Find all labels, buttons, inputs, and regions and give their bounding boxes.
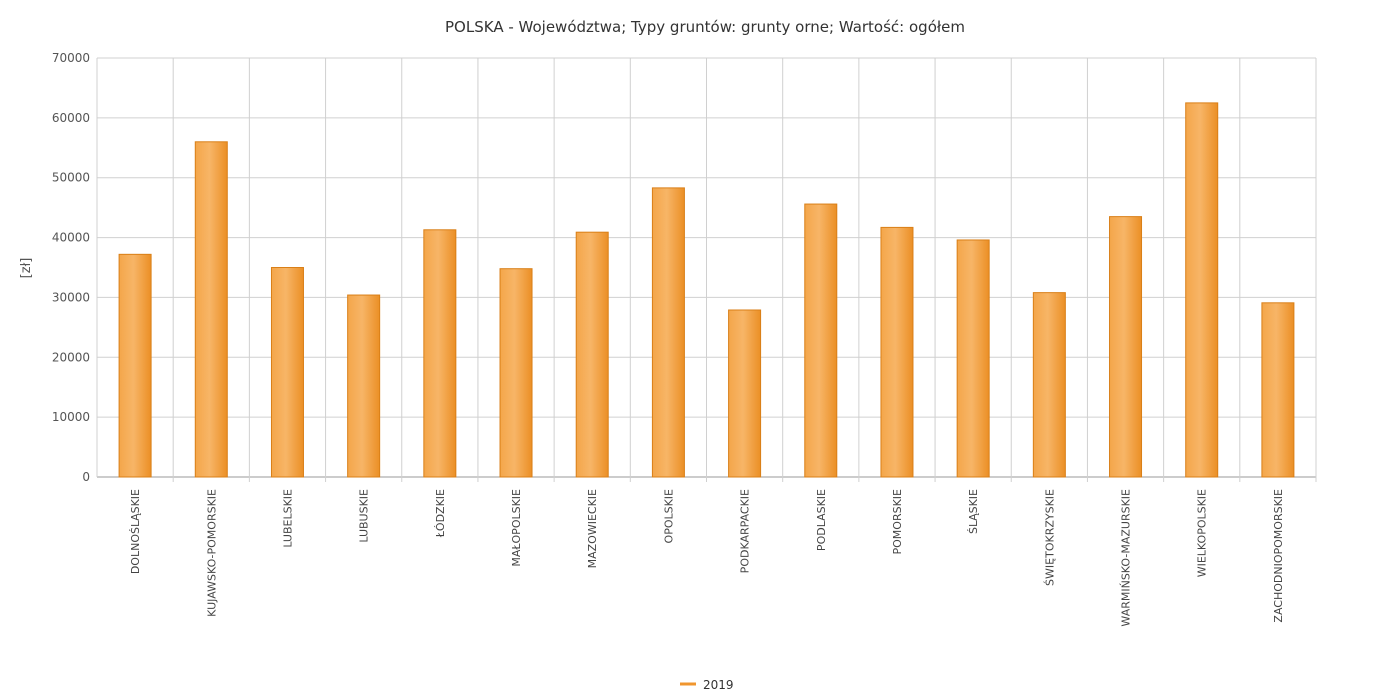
y-tick-label: 20000 bbox=[52, 350, 90, 364]
x-tick-label: OPOLSKIE bbox=[662, 489, 675, 544]
x-tick-label: LUBUSKIE bbox=[358, 489, 371, 543]
bar[interactable]: PODLASKIE: 45600 bbox=[804, 203, 838, 478]
x-tick-label: KUJAWSKO-POMORSKIE bbox=[205, 489, 218, 617]
x-tick-label: POMORSKIE bbox=[891, 489, 904, 555]
bar[interactable]: OPOLSKIE: 48300 bbox=[651, 187, 685, 478]
bar[interactable]: ZACHODNIOPOMORSKIE: 29100 bbox=[1261, 302, 1295, 478]
y-tick-label: 10000 bbox=[52, 410, 90, 424]
bar[interactable]: DOLNOŚLĄSKIE: 37200 bbox=[118, 253, 152, 478]
bar[interactable]: WARMIŃSKO-MAZURSKIE: 43500 bbox=[1109, 216, 1143, 478]
bar[interactable]: ŁÓDZKIE: 41300 bbox=[423, 229, 457, 478]
bar[interactable]: MAŁOPOLSKIE: 34800 bbox=[499, 268, 533, 478]
bar[interactable]: MAZOWIECKIE: 40900 bbox=[575, 231, 609, 478]
x-axis-ticks: DOLNOŚLĄSKIE KUJAWSKO-POMORSKIE LUBELSKIE L… bbox=[129, 489, 1285, 627]
y-axis-label: [zł] bbox=[19, 258, 34, 279]
legend[interactable]: 2019 bbox=[680, 678, 734, 692]
x-tick-label: WARMIŃSKO-MAZURSKIE bbox=[1120, 489, 1133, 627]
bar[interactable]: ŚLĄSKIE: 39600 bbox=[956, 239, 990, 478]
x-tick-label: ŁÓDZKIE bbox=[434, 489, 447, 538]
x-tick-label: PODKARPACKIE bbox=[739, 489, 752, 573]
bar[interactable]: PODKARPACKIE: 27900 bbox=[728, 309, 762, 478]
bar[interactable]: KUJAWSKO-POMORSKIE: 56000 bbox=[194, 141, 228, 478]
bars: DOLNOŚLĄSKIE: 37200 KUJAWSKO-POMORSKIE: 5… bbox=[118, 102, 1295, 478]
x-tick-label: MAŁOPOLSKIE bbox=[510, 489, 523, 567]
x-tick-label: ŚWIĘTOKRZYSKIE bbox=[1043, 489, 1056, 586]
y-tick-label: 40000 bbox=[52, 231, 90, 245]
x-tick-label: LUBELSKIE bbox=[281, 489, 294, 548]
grid-lines bbox=[96, 57, 1317, 482]
y-tick-label: 30000 bbox=[52, 290, 90, 304]
x-tick-label: ŚLĄSKIE bbox=[967, 489, 980, 534]
y-tick-label: 50000 bbox=[52, 171, 90, 185]
y-tick-label: 70000 bbox=[52, 51, 90, 65]
y-tick-label: 60000 bbox=[52, 111, 90, 125]
x-tick-label: DOLNOŚLĄSKIE bbox=[129, 489, 142, 574]
bar[interactable]: WIELKOPOLSKIE: 62500 bbox=[1185, 102, 1219, 478]
legend-label[interactable]: 2019 bbox=[703, 678, 734, 692]
x-tick-label: PODLASKIE bbox=[815, 489, 828, 551]
x-tick-label: ZACHODNIOPOMORSKIE bbox=[1272, 489, 1285, 623]
bar[interactable]: POMORSKIE: 41700 bbox=[880, 226, 914, 478]
y-tick-label: 0 bbox=[82, 470, 90, 484]
y-axis-ticks: 0 10000 20000 30000 40000 50000 60000 70000 bbox=[52, 51, 90, 484]
bar[interactable]: LUBUSKIE: 30400 bbox=[347, 294, 381, 478]
x-tick-label: WIELKOPOLSKIE bbox=[1196, 489, 1209, 577]
chart-title: POLSKA - Województwa; Typy gruntów: grun… bbox=[445, 18, 965, 36]
x-tick-label: MAZOWIECKIE bbox=[586, 489, 599, 568]
bar[interactable]: ŚWIĘTOKRZYSKIE: 30800 bbox=[1032, 292, 1066, 478]
bar[interactable]: LUBELSKIE: 35000 bbox=[270, 267, 304, 478]
